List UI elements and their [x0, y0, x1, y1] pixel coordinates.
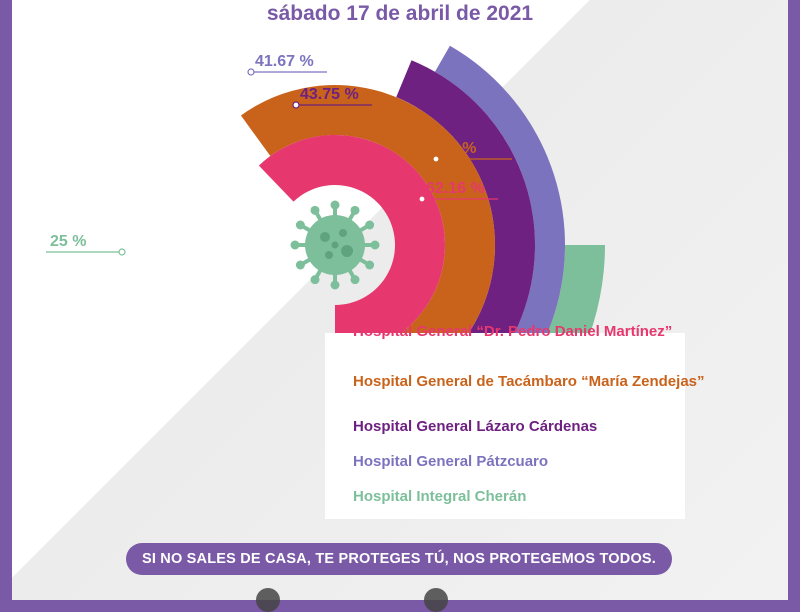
- series-arc: [258, 135, 445, 355]
- virus-spike-tip: [330, 200, 340, 210]
- virus-spike-tip: [295, 260, 305, 270]
- virus-spot: [339, 229, 347, 237]
- virus-spot: [320, 232, 330, 242]
- virus-spike-tip: [350, 205, 360, 215]
- legend-label: Hospital Integral Cherán: [353, 488, 526, 505]
- virus-spike-tip: [365, 260, 375, 270]
- value-label: 41.67 %: [255, 53, 314, 70]
- virus-spot: [331, 241, 339, 249]
- seal-icon: [256, 588, 280, 612]
- virus-spike-tip: [290, 240, 300, 250]
- legend-label: Hospital General “Dr. Pedro Daniel Martí…: [353, 323, 672, 340]
- virus-spike-tip: [310, 205, 320, 215]
- date-title: sábado 17 de abril de 2021: [266, 2, 534, 25]
- virus-spike-tip: [330, 280, 340, 290]
- leader-dot: [118, 248, 126, 256]
- leader-dot: [432, 155, 440, 163]
- virus-spike-tip: [350, 275, 360, 285]
- slogan-banner: SI NO SALES DE CASA, TE PROTEGES TÚ, NOS…: [126, 543, 672, 575]
- leader-dot: [247, 68, 255, 76]
- series-arc: [240, 84, 495, 405]
- virus-spike-tip: [365, 220, 375, 230]
- virus-icon: [290, 200, 380, 290]
- virus-spot: [341, 245, 353, 257]
- legend-panel: [325, 333, 685, 519]
- virus-spot: [325, 251, 333, 259]
- leader-dot: [292, 101, 300, 109]
- value-label: 62.16 %: [426, 180, 485, 197]
- seal-icon: [424, 588, 448, 612]
- leader-dot: [418, 195, 426, 203]
- legend-label: Hospital General de Tacámbaro “María Zen…: [353, 373, 705, 390]
- value-label: 25 %: [50, 233, 86, 250]
- value-label: 60 %: [440, 140, 476, 157]
- legend-label: Hospital General Pátzcuaro: [353, 453, 548, 470]
- virus-spike-tip: [310, 275, 320, 285]
- virus-spike-tip: [370, 240, 380, 250]
- value-label: 43.75 %: [300, 86, 359, 103]
- legend-label: Hospital General Lázaro Cárdenas: [353, 418, 597, 435]
- virus-spike-tip: [295, 220, 305, 230]
